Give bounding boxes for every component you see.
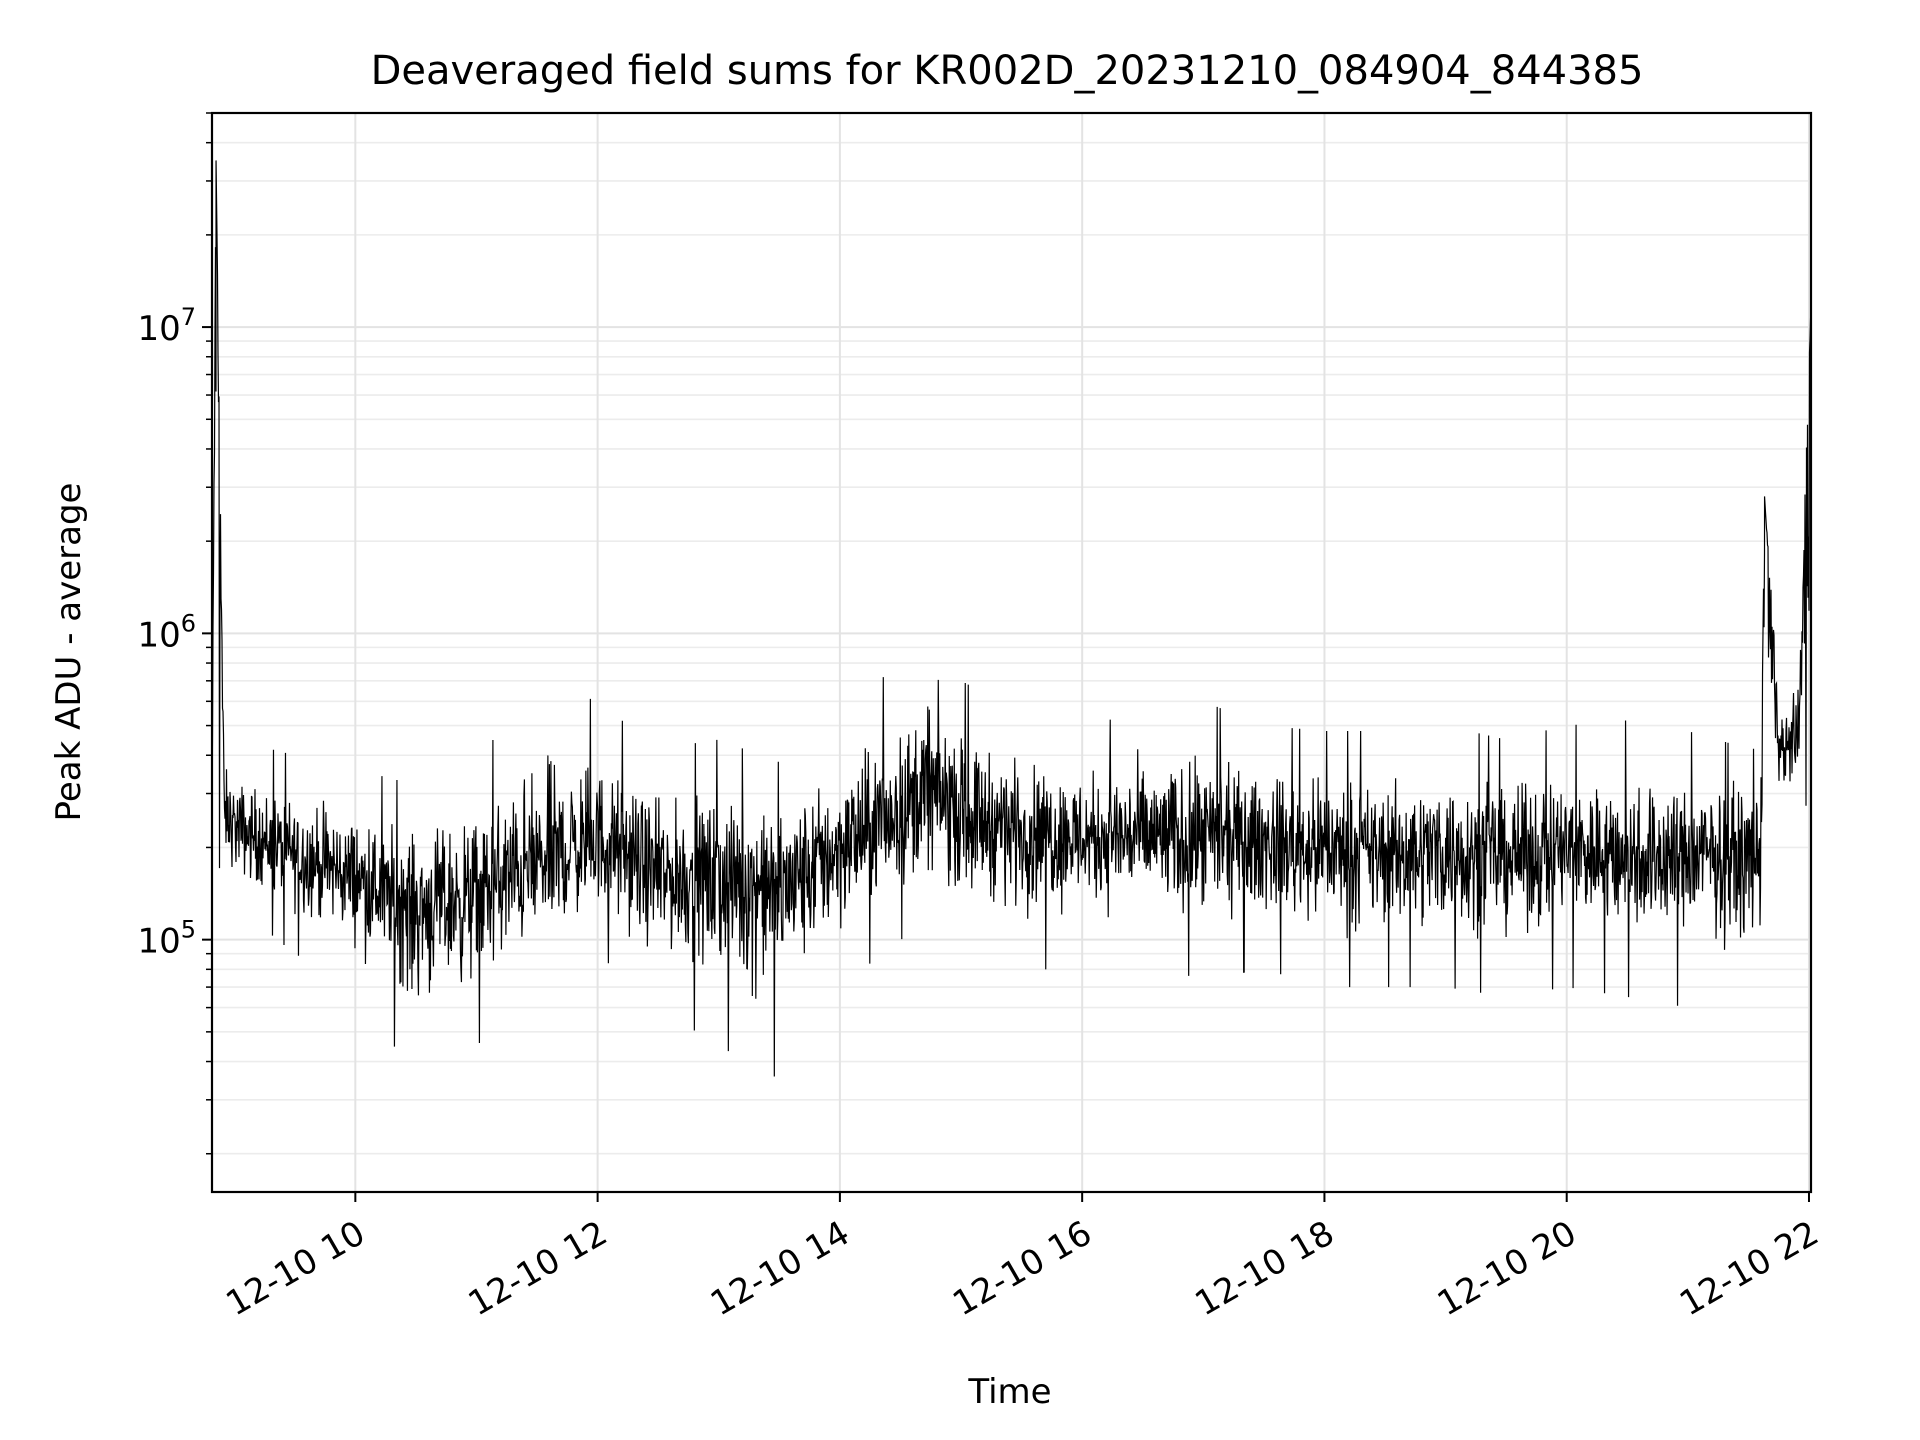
chart-title: Deaveraged field sums for KR002D_2023121…: [371, 48, 1644, 94]
y-tick-label: 107: [137, 303, 196, 349]
series-line: [211, 160, 1812, 1077]
x-grid: [354, 113, 1810, 1192]
x-axis-label: Time: [967, 1372, 1051, 1412]
data-series: [211, 160, 1812, 1077]
plot-frame: [210, 111, 1813, 1194]
y-axis: 105 106 107: [137, 112, 212, 1155]
y-axis-label: Peak ADU - average: [49, 483, 89, 822]
y-tick-label: 106: [137, 609, 196, 655]
y-tick-label: 105: [137, 916, 196, 962]
y-grid: [212, 112, 1811, 1155]
